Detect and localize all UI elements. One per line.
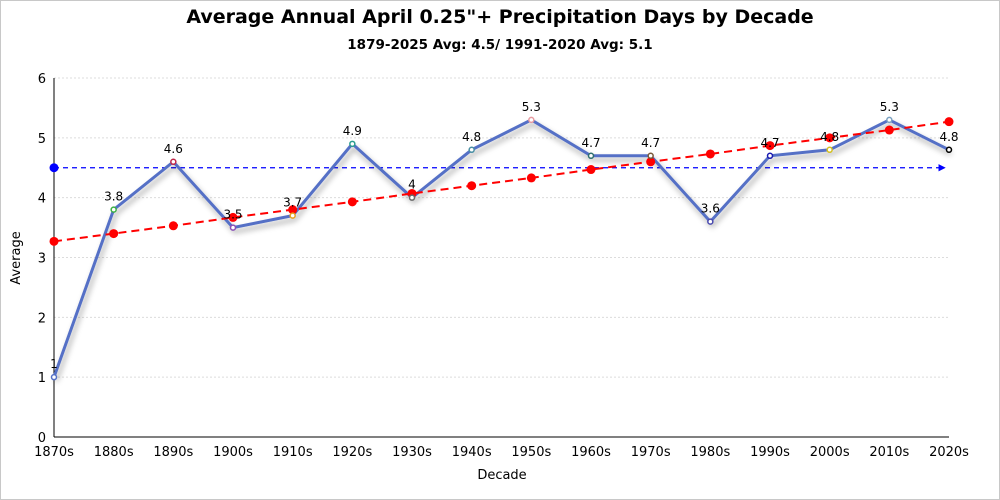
x-tick-label: 1960s (571, 445, 611, 460)
trend-point (586, 165, 596, 175)
trend-point (765, 141, 775, 151)
y-axis-title: Average (9, 231, 24, 284)
data-point (945, 146, 953, 154)
data-label: 4.8 (820, 130, 839, 144)
x-tick-label: 1930s (392, 445, 432, 460)
data-point (110, 206, 117, 213)
trend-point (646, 157, 656, 167)
trend-point (168, 221, 178, 231)
y-tick-label: 5 (38, 132, 46, 147)
data-label: 5.3 (880, 100, 899, 114)
x-tick-label: 2020s (929, 445, 969, 460)
x-tick-label: 2000s (810, 445, 850, 460)
trend-point (944, 117, 954, 127)
data-point (408, 194, 416, 201)
trend-point (825, 133, 835, 143)
y-tick-label: 2 (38, 311, 46, 326)
x-tick-label: 1990s (750, 445, 790, 460)
x-tick-label: 2010s (869, 445, 909, 460)
data-label: 3.7 (283, 196, 302, 210)
data-point (766, 152, 774, 160)
series-line (52, 118, 950, 378)
data-point (289, 212, 296, 219)
trend-point (884, 125, 894, 135)
trend-point (49, 236, 59, 246)
data-point (50, 373, 58, 381)
data-point (229, 224, 237, 231)
data-label: 4.8 (462, 130, 481, 144)
x-axis-title: Decade (477, 468, 526, 483)
x-tick-label: 1920s (332, 445, 372, 460)
data-label: 1 (50, 357, 58, 371)
y-tick-label: 1 (38, 371, 46, 386)
data-point (826, 146, 833, 154)
trend-point (347, 197, 357, 207)
x-tick-label: 1880s (94, 445, 134, 460)
trend-line (53, 120, 950, 243)
chart-title: Average Annual April 0.25"+ Precipitatio… (186, 6, 814, 28)
y-tick-label: 4 (38, 192, 46, 207)
data-point (528, 116, 535, 124)
x-tick-label: 1870s (34, 445, 74, 460)
data-label: 4.8 (939, 130, 958, 144)
y-tick-label: 6 (38, 72, 46, 87)
data-point (886, 116, 893, 124)
y-tick-label: 0 (38, 431, 46, 446)
data-label: 3.6 (701, 202, 720, 216)
data-label: 3.8 (104, 190, 123, 204)
trend-point (228, 212, 238, 222)
average-marker (49, 163, 59, 173)
trend-point (526, 173, 536, 183)
trend-point (467, 181, 477, 191)
x-tick-label: 1980s (690, 445, 730, 460)
trend-point (109, 229, 119, 239)
data-label: 4.9 (343, 124, 362, 138)
data-label: 4.6 (164, 142, 183, 156)
data-label: 4.7 (641, 136, 660, 150)
data-point (647, 152, 654, 160)
data-label: 3.5 (223, 208, 242, 222)
data-label: 4.7 (581, 136, 600, 150)
x-tick-label: 1970s (631, 445, 671, 460)
x-tick-label: 1900s (213, 445, 253, 460)
data-label: 4 (408, 178, 416, 192)
data-label: 4.7 (760, 136, 779, 150)
data-point (468, 146, 475, 154)
x-tick-label: 1950s (511, 445, 551, 460)
trend-point (705, 149, 715, 159)
data-point (587, 152, 595, 160)
data-label: 5.3 (522, 100, 541, 114)
trend-point (288, 205, 298, 215)
x-tick-label: 1940s (452, 445, 492, 460)
data-point (170, 158, 177, 166)
chart-subtitle: 1879-2025 Avg: 4.5/ 1991-2020 Avg: 5.1 (347, 37, 653, 53)
x-tick-label: 1890s (153, 445, 193, 460)
data-point (707, 218, 714, 225)
x-tick-label: 1910s (273, 445, 313, 460)
y-tick-label: 3 (38, 252, 46, 267)
data-point (349, 140, 356, 148)
